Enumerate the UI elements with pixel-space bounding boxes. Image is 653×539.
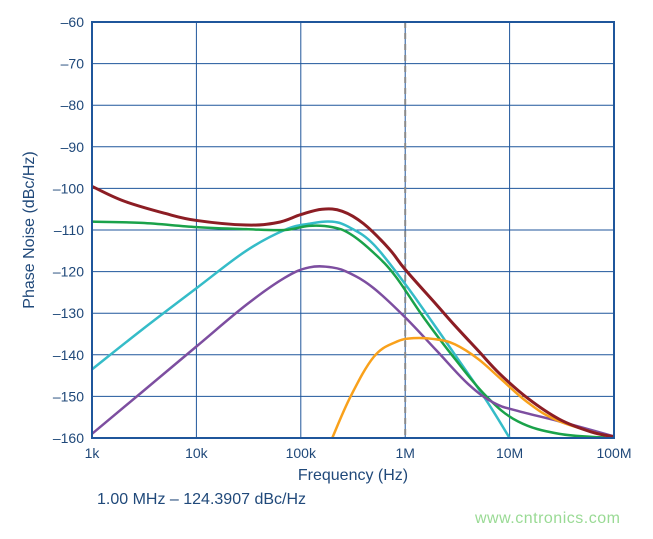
- x-tick-label: 10M: [496, 445, 523, 461]
- y-tick-label: –130: [53, 305, 84, 321]
- x-tick-label: 10k: [185, 445, 209, 461]
- y-tick-label: –100: [53, 180, 84, 196]
- phase-noise-chart: –60 –70 –80 –90 –100 –110 –120 –130 –140 –150 –160…: [0, 0, 653, 539]
- y-tick-label: –70: [61, 56, 85, 72]
- marker-readout: 1.00 MHz – 124.3907 dBc/Hz: [97, 491, 306, 508]
- figure-container: –60 –70 –80 –90 –100 –110 –120 –130 –140 –150 –160…: [0, 0, 653, 539]
- x-axis-label: Frequency (Hz): [298, 467, 408, 484]
- y-tick-label: –110: [54, 222, 84, 238]
- watermark-text: www.cntronics.com: [475, 510, 620, 528]
- y-tick-label: –80: [61, 97, 85, 113]
- x-tick-label: 100k: [286, 445, 317, 461]
- y-tick-label: –90: [61, 139, 85, 155]
- x-tick-label: 1k: [85, 445, 101, 461]
- y-tick-label: –150: [53, 388, 84, 404]
- y-tick-label: –60: [61, 14, 85, 30]
- y-tick-label: –120: [53, 264, 84, 280]
- y-tick-label: –140: [53, 347, 84, 363]
- y-tick-label: –160: [53, 430, 84, 446]
- y-axis-label: Phase Noise (dBc/Hz): [21, 151, 38, 308]
- x-tick-label: 100M: [596, 445, 631, 461]
- x-tick-label: 1M: [395, 445, 414, 461]
